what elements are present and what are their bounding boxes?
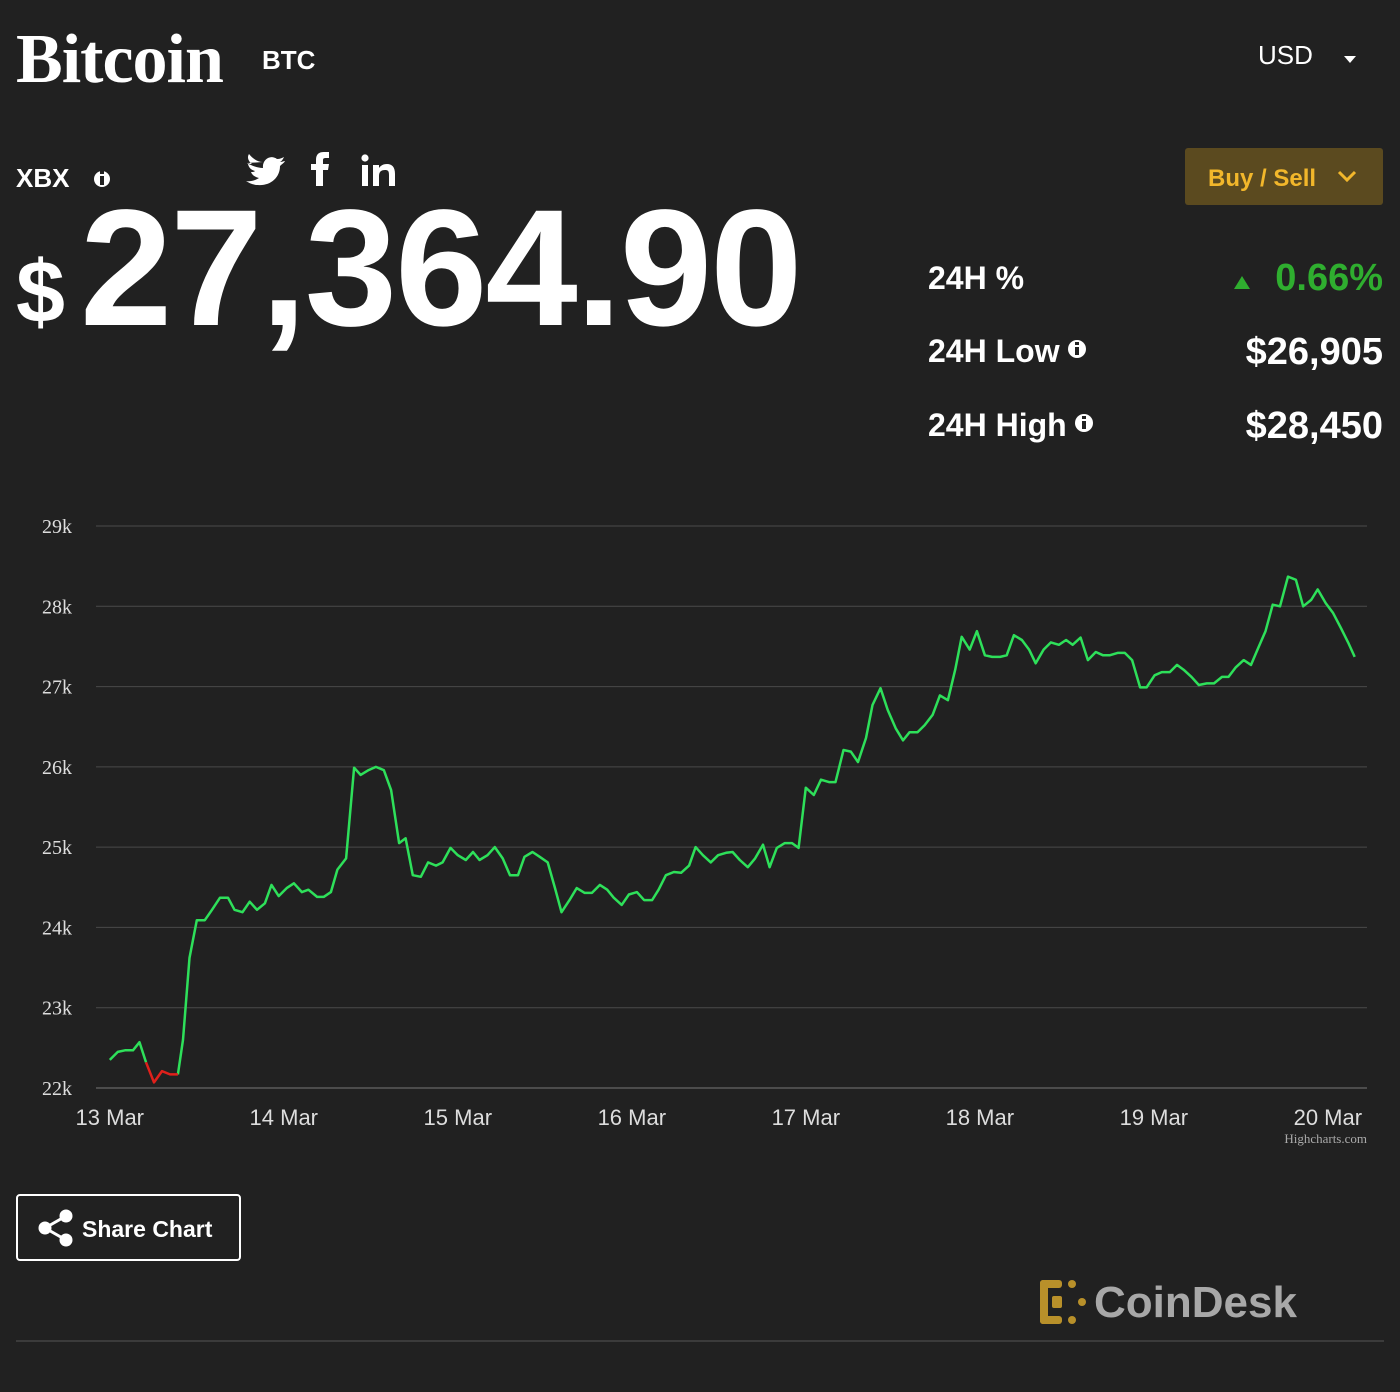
chevron xyxy=(1337,170,1357,183)
twitter-icon[interactable] xyxy=(246,154,285,186)
up-arrow xyxy=(1234,276,1250,289)
index-label: XBX xyxy=(16,163,70,193)
x-tick-label: 19 Mar xyxy=(1120,1105,1188,1130)
brand-name: CoinDesk xyxy=(1094,1278,1297,1327)
y-tick-label: 28k xyxy=(42,596,72,618)
caret xyxy=(1344,56,1356,63)
y-tick-label: 26k xyxy=(42,757,72,779)
info-icon[interactable] xyxy=(1075,414,1093,432)
buy-sell-button[interactable]: Buy / Sell xyxy=(1185,148,1383,205)
coin-ticker: BTC xyxy=(262,45,316,75)
x-tick-label: 17 Mar xyxy=(772,1105,840,1130)
linkedin-icon[interactable] xyxy=(361,154,395,186)
price-line xyxy=(176,575,1356,1075)
stat-value: $26,905 xyxy=(1246,331,1383,373)
share-chart-button[interactable]: Share Chart xyxy=(16,1194,241,1261)
coindesk-logo xyxy=(1040,1280,1086,1324)
x-tick-label: 14 Mar xyxy=(250,1105,318,1130)
x-tick-label: 20 Mar xyxy=(1294,1105,1362,1130)
y-tick-label: 29k xyxy=(42,516,72,538)
button-bg xyxy=(1185,148,1383,205)
y-tick-label: 24k xyxy=(42,917,72,939)
x-tick-label: 16 Mar xyxy=(598,1105,666,1130)
price-symbol: $ xyxy=(16,242,65,341)
stat-label: 24H High xyxy=(928,407,1067,443)
currency-select[interactable]: USD xyxy=(1258,40,1356,70)
stat-label: 24H Low xyxy=(928,333,1060,369)
currency-label: USD xyxy=(1258,40,1313,70)
info-icon[interactable] xyxy=(94,171,110,187)
y-tick-label: 25k xyxy=(42,837,72,859)
button-label: Buy / Sell xyxy=(1208,165,1316,192)
stat-value: 0.66% xyxy=(1275,257,1383,299)
y-tick-label: 27k xyxy=(42,677,72,699)
x-tick-label: 13 Mar xyxy=(76,1105,144,1130)
y-tick-label: 22k xyxy=(42,1078,72,1100)
price-value: 27,364.90 xyxy=(80,176,801,361)
share-icon xyxy=(38,1209,73,1247)
facebook-icon[interactable] xyxy=(311,152,329,186)
coin-title: Bitcoin xyxy=(16,21,223,98)
price-line xyxy=(108,1040,148,1063)
chart-credit[interactable]: Highcharts.com xyxy=(1284,1131,1367,1146)
stat-label: 24H % xyxy=(928,260,1024,296)
stat-value: $28,450 xyxy=(1246,405,1383,447)
price-line xyxy=(144,1061,178,1084)
x-tick-label: 15 Mar xyxy=(424,1105,492,1130)
y-tick-label: 23k xyxy=(42,998,72,1020)
button-border xyxy=(16,1194,241,1261)
x-tick-label: 18 Mar xyxy=(946,1105,1014,1130)
info-icon[interactable] xyxy=(1068,340,1086,358)
button-label: Share Chart xyxy=(82,1216,213,1242)
